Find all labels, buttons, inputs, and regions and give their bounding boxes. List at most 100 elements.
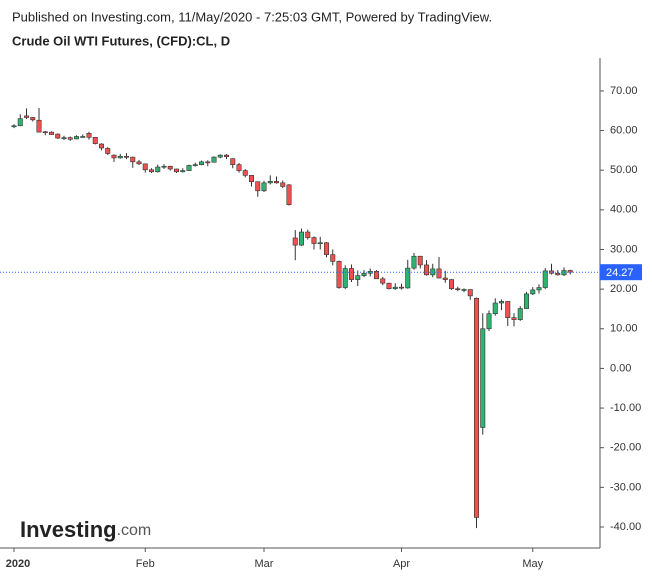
source-note: Published on Investing.com, 11/May/2020 … xyxy=(12,9,492,24)
candle-body xyxy=(323,242,329,255)
candle-body xyxy=(111,154,117,159)
candle-body xyxy=(405,267,411,289)
y-tick-label: -40.00 xyxy=(610,521,641,533)
candle-body xyxy=(292,237,298,246)
candle-body xyxy=(380,278,386,284)
candle-body xyxy=(467,289,473,297)
candle-body xyxy=(411,255,417,269)
candle-body xyxy=(342,268,348,288)
candle-body xyxy=(161,165,167,168)
y-tick-label: -30.00 xyxy=(610,481,641,493)
candle-body xyxy=(261,182,267,192)
candle-body xyxy=(236,164,242,171)
candle-body xyxy=(149,169,155,173)
candle-body xyxy=(330,254,336,262)
candle-body xyxy=(255,181,261,192)
candle-body xyxy=(473,297,479,518)
candle-body xyxy=(492,302,498,315)
candle-body xyxy=(242,170,248,176)
candle-body xyxy=(336,261,342,288)
candle-body xyxy=(180,170,186,173)
candle-body xyxy=(436,268,442,279)
y-tick-label: 30.00 xyxy=(610,243,638,255)
candle-body xyxy=(61,137,67,139)
logo-main: Investing xyxy=(20,517,117,542)
candle-body xyxy=(86,133,92,138)
candle-body xyxy=(67,137,73,140)
candle-body xyxy=(305,231,311,238)
candle-body xyxy=(224,154,230,158)
candle-body xyxy=(192,164,198,166)
candle-body xyxy=(361,272,367,276)
candle-body xyxy=(286,184,292,205)
candle-body xyxy=(523,293,529,309)
y-tick-label: -10.00 xyxy=(610,402,641,414)
candle-body xyxy=(498,301,504,304)
candle-body xyxy=(23,115,29,118)
candle-body xyxy=(74,136,80,140)
candle-body xyxy=(480,328,486,428)
candle-body xyxy=(392,286,398,290)
candle-body xyxy=(167,165,173,170)
x-tick-label: May xyxy=(522,558,543,570)
chart-title: Crude Oil WTI Futures, (CFD):CL, D xyxy=(12,33,230,48)
y-tick-label: 70.00 xyxy=(610,85,638,97)
candle-body xyxy=(217,154,223,158)
candle-body xyxy=(105,148,111,154)
candle-body xyxy=(517,308,523,320)
candle-body xyxy=(55,133,61,139)
candle-body xyxy=(124,156,130,158)
candle-body xyxy=(530,289,536,295)
candle-body xyxy=(155,166,161,173)
candle-body xyxy=(142,163,148,171)
candle-body xyxy=(355,275,361,280)
candle-body xyxy=(99,143,105,149)
candle-body xyxy=(205,161,211,164)
logo-suffix: .com xyxy=(117,522,152,539)
candle-body xyxy=(455,288,461,291)
candle-body xyxy=(417,255,423,266)
candle-body xyxy=(461,289,467,291)
x-tick-label: Feb xyxy=(136,558,155,570)
candle-body xyxy=(11,125,17,128)
candle-body xyxy=(542,270,548,288)
candle-body xyxy=(536,287,542,291)
candle-body xyxy=(273,180,279,184)
candle-body xyxy=(386,282,392,290)
y-tick-label: 60.00 xyxy=(610,124,638,136)
candle-body xyxy=(30,117,36,121)
y-tick-label: 50.00 xyxy=(610,164,638,176)
y-tick-label: 0.00 xyxy=(610,362,631,374)
candle-body xyxy=(373,270,379,280)
last-price-label: 24.27 xyxy=(606,267,634,279)
y-tick-label: 40.00 xyxy=(610,204,638,216)
candle-body xyxy=(17,118,23,127)
candle-body xyxy=(42,131,48,134)
candle-body xyxy=(486,313,492,330)
y-tick-label: 10.00 xyxy=(610,323,638,335)
candle-body xyxy=(211,156,217,163)
candle-body xyxy=(117,156,123,159)
candle-body xyxy=(186,165,192,171)
candle-body xyxy=(398,286,404,289)
candle-body xyxy=(230,158,236,165)
candle-body xyxy=(505,301,511,318)
candle-body xyxy=(267,180,273,184)
candle-body xyxy=(317,242,323,245)
candle-body xyxy=(511,317,517,320)
x-tick-label: Apr xyxy=(393,558,410,570)
candle-body xyxy=(448,279,454,290)
candle-body xyxy=(130,156,136,163)
candle-body xyxy=(136,161,142,165)
candle-body xyxy=(442,277,448,280)
candle-body xyxy=(311,237,317,244)
candle-body xyxy=(199,161,205,165)
candle-body xyxy=(92,136,98,144)
candle-body xyxy=(249,175,255,182)
candle-body xyxy=(48,131,54,135)
x-tick-label: Mar xyxy=(255,558,274,570)
logo: Investing.com xyxy=(20,517,151,542)
y-tick-label: 20.00 xyxy=(610,283,638,295)
candle-body xyxy=(174,168,180,173)
